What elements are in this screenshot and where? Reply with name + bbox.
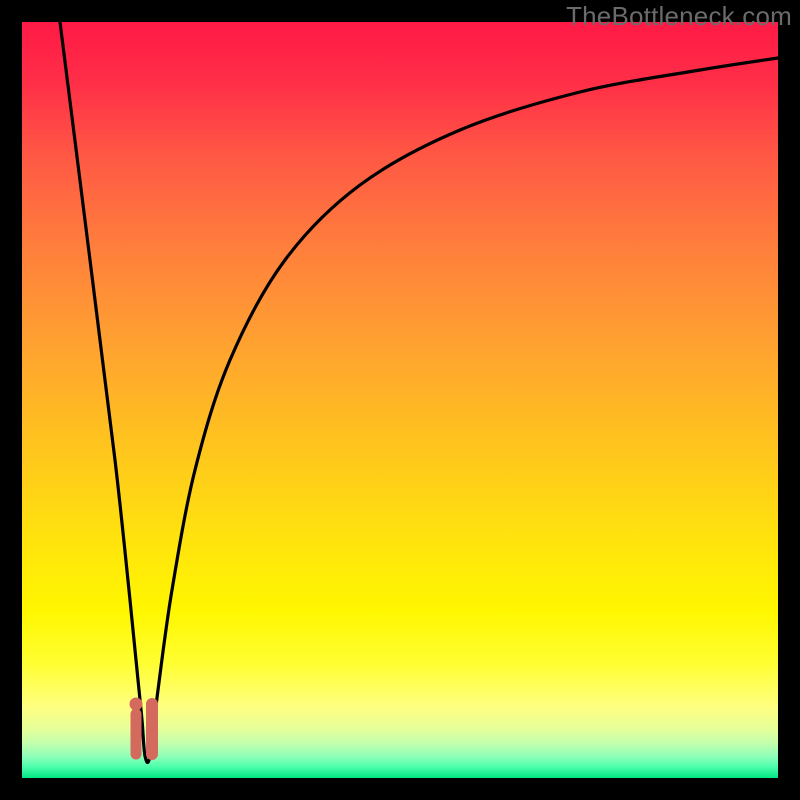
chart-container: TheBottleneck.com: [0, 0, 800, 800]
bottleneck-curve-chart: [0, 0, 800, 800]
dip-markers: [130, 698, 153, 755]
watermark-text: TheBottleneck.com: [566, 1, 792, 32]
